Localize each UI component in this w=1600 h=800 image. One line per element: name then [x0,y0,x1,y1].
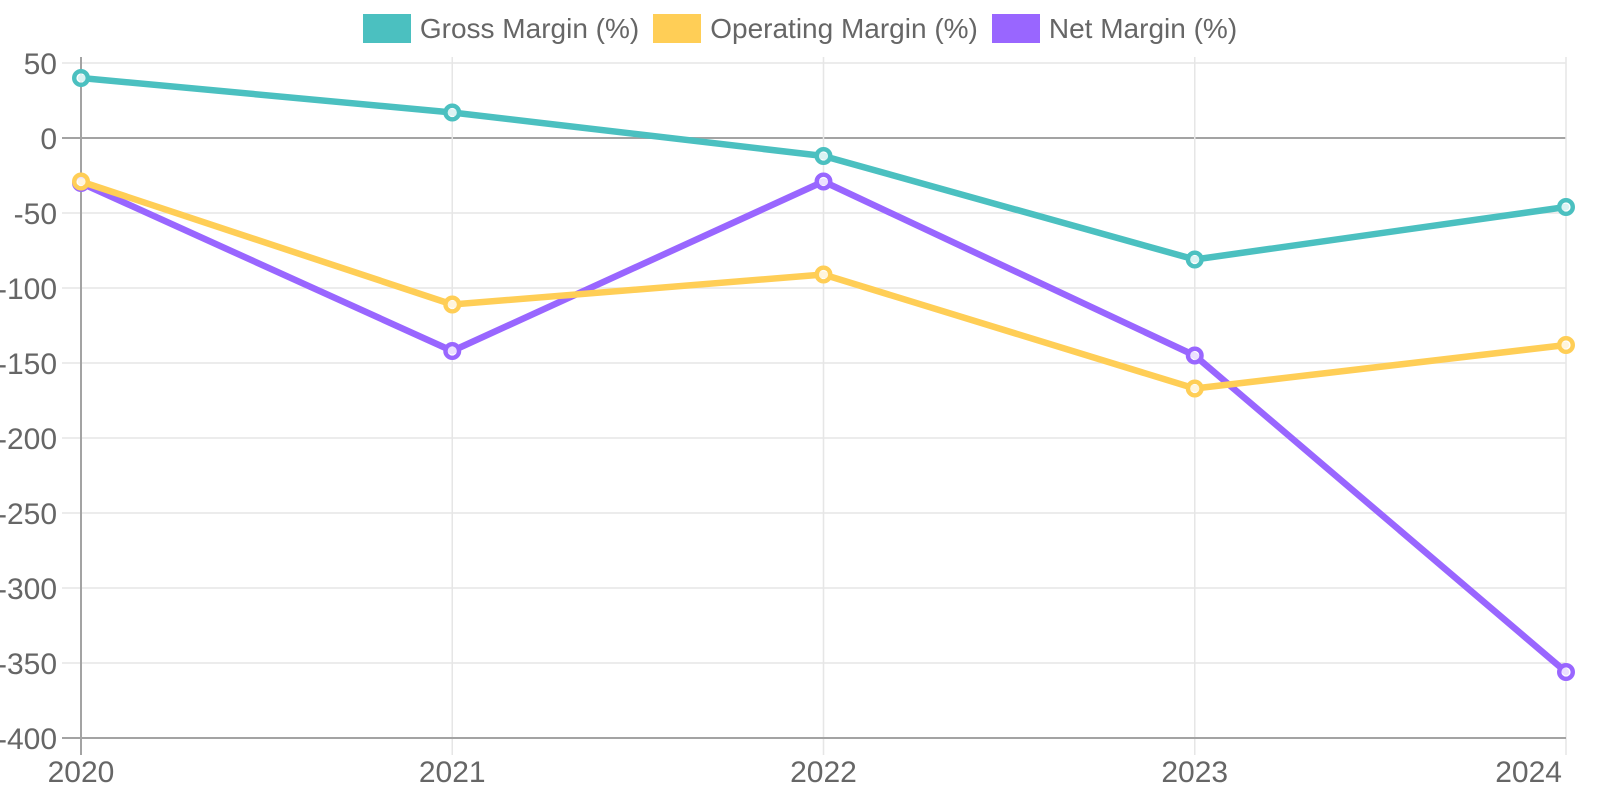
x-tick-label: 2020 [48,756,115,789]
data-point-gross-margin-2024[interactable] [1556,197,1575,216]
gridlines [62,57,1567,755]
y-tick-label: -50 [14,198,57,231]
data-point-gross-margin-2022[interactable] [814,146,833,165]
chart-legend: Gross Margin (%) Operating Margin (%) Ne… [0,14,1600,43]
data-point-net-margin-2022[interactable] [814,172,833,191]
data-point-operating-margin-2020[interactable] [71,172,90,191]
y-tick-label: -400 [0,723,57,756]
x-tick-label: 2021 [419,756,486,789]
y-tick-label: -150 [0,348,57,381]
legend-item-gross-margin[interactable]: Gross Margin (%) [362,13,640,44]
y-tick-label: -300 [0,573,57,606]
x-tick-label: 2023 [1161,756,1228,789]
y-tick-label: -200 [0,423,57,456]
data-point-operating-margin-2022[interactable] [814,265,833,284]
legend-item-net-margin[interactable]: Net Margin (%) [991,13,1238,44]
y-tick-label: 0 [40,123,57,156]
x-tick-label: 2022 [790,756,857,789]
legend-label-operating-margin: Operating Margin (%) [710,13,978,44]
legend-label-gross-margin: Gross Margin (%) [419,13,640,44]
data-point-net-margin-2024[interactable] [1556,663,1575,682]
data-point-net-margin-2023[interactable] [1185,346,1204,365]
legend-item-operating-margin[interactable]: Operating Margin (%) [653,14,978,43]
legend-swatch-gross-margin [362,14,411,43]
data-point-net-margin-2021[interactable] [443,342,462,361]
y-tick-label: -350 [0,648,57,681]
data-point-gross-margin-2020[interactable] [71,68,90,87]
legend-swatch-operating-margin [653,14,702,43]
axes [62,57,1566,755]
legend-swatch-net-margin [991,14,1040,43]
data-point-operating-margin-2024[interactable] [1556,336,1575,355]
data-point-gross-margin-2021[interactable] [443,103,462,122]
legend-label-net-margin: Net Margin (%) [1048,13,1238,44]
y-tick-label: 50 [24,48,57,81]
data-point-operating-margin-2023[interactable] [1185,379,1204,398]
data-point-operating-margin-2021[interactable] [443,295,462,314]
series-group [71,68,1575,682]
x-tick-label: 2024 [1495,756,1562,789]
data-point-gross-margin-2023[interactable] [1185,250,1204,269]
y-tick-label: -250 [0,498,57,531]
y-tick-label: -100 [0,273,57,306]
